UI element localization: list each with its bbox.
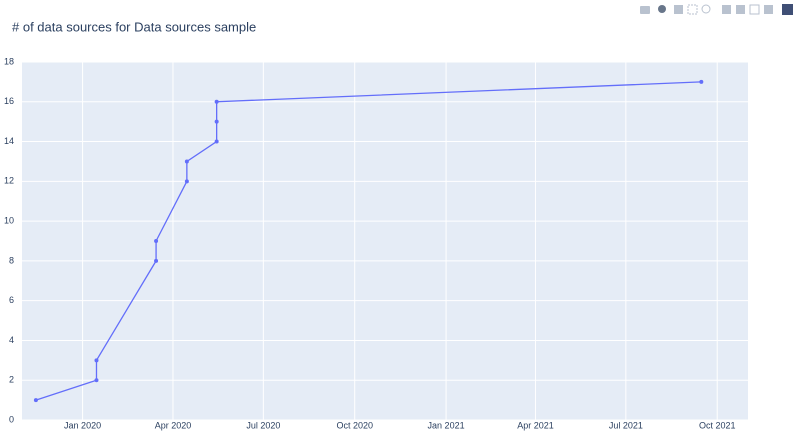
x-tick-label: Apr 2020	[155, 420, 192, 430]
y-tick-label: 14	[4, 136, 14, 146]
plot-area	[22, 62, 748, 420]
chart-title: # of data sources for Data sources sampl…	[12, 19, 256, 34]
autoscale-icon[interactable]	[749, 4, 760, 15]
y-tick-label: 6	[9, 295, 14, 305]
marker	[699, 79, 704, 84]
zoom-icon[interactable]	[658, 5, 666, 13]
y-tick-label: 8	[9, 255, 14, 265]
x-tick-label: Oct 2021	[699, 420, 736, 430]
reset-icon[interactable]	[764, 5, 773, 14]
y-tick-label: 16	[4, 96, 14, 106]
y-tick-label: 10	[4, 215, 14, 225]
marker	[154, 258, 159, 263]
marker	[154, 239, 159, 243]
x-tick-label: Jan 2020	[64, 420, 101, 430]
x-tick-label: Jan 2021	[428, 420, 465, 430]
marker	[94, 378, 99, 383]
marker	[214, 99, 219, 104]
y-tick-label: 0	[9, 414, 14, 424]
camera-icon[interactable]	[640, 6, 650, 14]
marker	[214, 119, 219, 124]
marker	[214, 139, 219, 144]
lasso-icon[interactable]	[701, 4, 711, 14]
marker	[184, 179, 189, 184]
plotly-logo[interactable]	[782, 4, 793, 15]
y-tick-label: 12	[4, 176, 14, 186]
marker	[94, 358, 99, 363]
toolbar	[640, 4, 793, 15]
marker	[33, 398, 38, 403]
y-tick-label: 18	[4, 56, 14, 66]
x-tick-label: Jul 2020	[246, 420, 280, 430]
x-tick-label: Jul 2021	[609, 420, 643, 430]
box-select-icon[interactable]	[687, 4, 698, 15]
zoom-out-icon[interactable]	[736, 5, 745, 14]
marker	[184, 159, 189, 164]
zoom-in-icon[interactable]	[722, 5, 731, 14]
y-tick-label: 4	[9, 335, 14, 345]
x-tick-label: Apr 2021	[517, 420, 554, 430]
y-tick-label: 2	[9, 375, 14, 385]
x-tick-label: Oct 2020	[336, 420, 373, 430]
pan-icon[interactable]	[674, 5, 683, 14]
